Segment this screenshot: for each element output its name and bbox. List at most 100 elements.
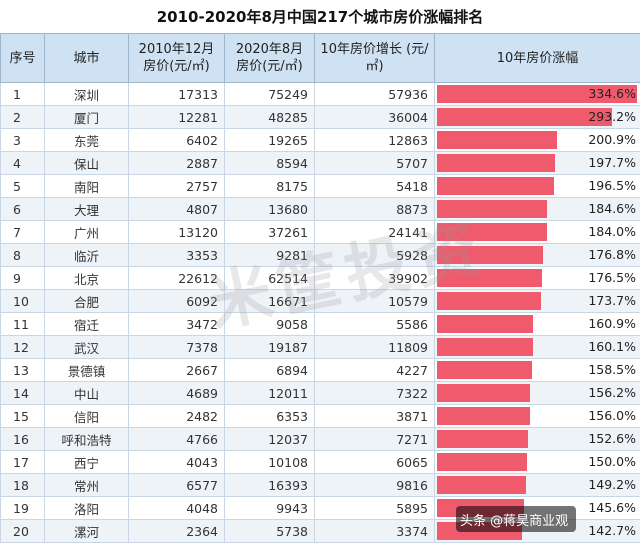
price-2010-cell: 6402 xyxy=(129,129,225,152)
rise-cell: 150.0% xyxy=(435,451,640,474)
city-cell: 漯河 xyxy=(45,520,129,543)
rise-bar xyxy=(437,154,555,172)
growth-cell: 5895 xyxy=(315,497,435,520)
growth-cell: 3374 xyxy=(315,520,435,543)
rise-label: 176.5% xyxy=(588,267,636,289)
city-cell: 宿迁 xyxy=(45,313,129,336)
price-2020-cell: 9281 xyxy=(225,244,315,267)
rank-cell: 19 xyxy=(1,497,45,520)
rank-cell: 12 xyxy=(1,336,45,359)
city-cell: 临沂 xyxy=(45,244,129,267)
growth-cell: 12863 xyxy=(315,129,435,152)
rise-bar xyxy=(437,361,532,379)
price-2020-cell: 12011 xyxy=(225,382,315,405)
header-rise: 10年房价涨幅 xyxy=(435,34,640,83)
price-2010-cell: 7378 xyxy=(129,336,225,359)
rise-label: 150.0% xyxy=(588,451,636,473)
rise-label: 173.7% xyxy=(588,290,636,312)
rise-cell: 149.2% xyxy=(435,474,640,497)
price-2010-cell: 12281 xyxy=(129,106,225,129)
rise-bar xyxy=(437,476,526,494)
rise-bar xyxy=(437,430,528,448)
price-2020-cell: 5738 xyxy=(225,520,315,543)
price-2020-cell: 16393 xyxy=(225,474,315,497)
growth-cell: 57936 xyxy=(315,83,435,106)
rank-cell: 11 xyxy=(1,313,45,336)
rise-cell: 176.8% xyxy=(435,244,640,267)
rise-bar xyxy=(437,223,547,241)
city-cell: 合肥 xyxy=(45,290,129,313)
price-2010-cell: 22612 xyxy=(129,267,225,290)
rise-label: 293.2% xyxy=(588,106,636,128)
rank-cell: 10 xyxy=(1,290,45,313)
price-2010-cell: 4689 xyxy=(129,382,225,405)
city-cell: 常州 xyxy=(45,474,129,497)
price-2010-cell: 4048 xyxy=(129,497,225,520)
rise-label: 196.5% xyxy=(588,175,636,197)
price-2020-cell: 48285 xyxy=(225,106,315,129)
growth-cell: 4227 xyxy=(315,359,435,382)
table-header-row: 序号 城市 2010年12月 房价(元/㎡) 2020年8月 房价(元/㎡) 1… xyxy=(1,34,640,83)
rise-bar xyxy=(437,108,612,126)
price-2010-cell: 2364 xyxy=(129,520,225,543)
rise-cell: 160.1% xyxy=(435,336,640,359)
rise-bar xyxy=(437,200,547,218)
rise-label: 184.6% xyxy=(588,198,636,220)
city-cell: 北京 xyxy=(45,267,129,290)
rank-cell: 18 xyxy=(1,474,45,497)
growth-cell: 3871 xyxy=(315,405,435,428)
rise-bar xyxy=(437,384,530,402)
rise-cell: 196.5% xyxy=(435,175,640,198)
price-2020-cell: 16671 xyxy=(225,290,315,313)
price-2020-cell: 10108 xyxy=(225,451,315,474)
price-2020-cell: 9943 xyxy=(225,497,315,520)
rank-cell: 6 xyxy=(1,198,45,221)
city-cell: 深圳 xyxy=(45,83,129,106)
growth-cell: 8873 xyxy=(315,198,435,221)
price-2010-cell: 4807 xyxy=(129,198,225,221)
price-2020-cell: 8594 xyxy=(225,152,315,175)
growth-cell: 6065 xyxy=(315,451,435,474)
rise-cell: 184.6% xyxy=(435,198,640,221)
price-2010-cell: 4043 xyxy=(129,451,225,474)
city-cell: 大理 xyxy=(45,198,129,221)
city-cell: 厦门 xyxy=(45,106,129,129)
city-cell: 西宁 xyxy=(45,451,129,474)
city-cell: 南阳 xyxy=(45,175,129,198)
rise-cell: 160.9% xyxy=(435,313,640,336)
rise-label: 184.0% xyxy=(588,221,636,243)
rank-cell: 17 xyxy=(1,451,45,474)
header-city: 城市 xyxy=(45,34,129,83)
rank-cell: 4 xyxy=(1,152,45,175)
rise-bar xyxy=(437,338,533,356)
growth-cell: 5586 xyxy=(315,313,435,336)
growth-cell: 39902 xyxy=(315,267,435,290)
price-2010-cell: 6092 xyxy=(129,290,225,313)
city-cell: 武汉 xyxy=(45,336,129,359)
rank-cell: 1 xyxy=(1,83,45,106)
rise-cell: 173.7% xyxy=(435,290,640,313)
city-cell: 中山 xyxy=(45,382,129,405)
growth-cell: 11809 xyxy=(315,336,435,359)
rank-cell: 20 xyxy=(1,520,45,543)
rise-bar xyxy=(437,246,543,264)
city-cell: 广州 xyxy=(45,221,129,244)
growth-cell: 24141 xyxy=(315,221,435,244)
rank-cell: 13 xyxy=(1,359,45,382)
price-2010-cell: 2667 xyxy=(129,359,225,382)
price-2010-cell: 4766 xyxy=(129,428,225,451)
header-rank: 序号 xyxy=(1,34,45,83)
price-2020-cell: 12037 xyxy=(225,428,315,451)
rise-bar xyxy=(437,177,554,195)
price-2010-cell: 2482 xyxy=(129,405,225,428)
